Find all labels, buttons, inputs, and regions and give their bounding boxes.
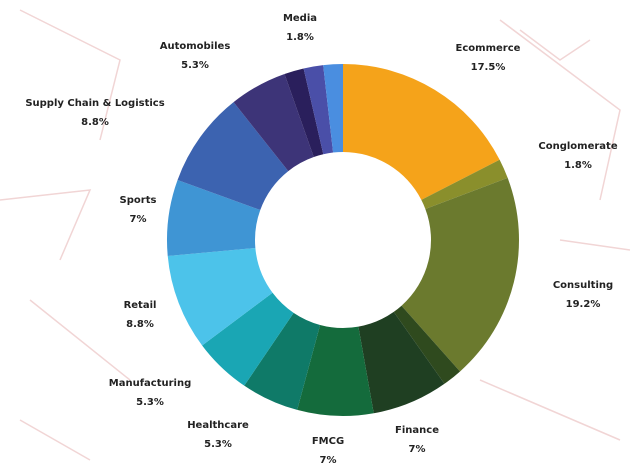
slice-value-label: 5.3% <box>136 397 164 408</box>
slice-value-label: 7% <box>320 455 337 466</box>
slice-label: Manufacturing <box>109 378 192 389</box>
slice-label: Finance <box>395 425 439 436</box>
slice-value-label: 5.3% <box>204 439 232 450</box>
slice-value-label: 1.8% <box>286 32 314 43</box>
slice-label: Consulting <box>553 280 613 291</box>
donut-slice <box>343 64 500 200</box>
slice-label: Media <box>283 13 317 24</box>
slice-value-label: 8.8% <box>126 319 154 330</box>
slice-label: FMCG <box>312 436 344 447</box>
donut-slice <box>401 177 520 372</box>
slice-label: Ecommerce <box>456 43 521 54</box>
donut-slice <box>358 311 445 414</box>
donut-slice <box>284 68 324 157</box>
slice-value-label: 7% <box>130 214 147 225</box>
slice-label: Sports <box>120 195 157 206</box>
slice-label: Retail <box>124 300 157 311</box>
slice-value-label: 7% <box>409 444 426 455</box>
donut-slice <box>202 292 294 386</box>
donut-slice <box>303 65 334 155</box>
donut-slice <box>421 159 508 209</box>
donut-slice <box>167 179 261 256</box>
slice-value-label: 19.2% <box>566 299 601 310</box>
donut-slice <box>233 73 314 172</box>
slice-value-label: 1.8% <box>564 160 592 171</box>
donut-slice <box>393 305 461 384</box>
donut-slice <box>167 247 273 346</box>
slice-label: Conglomerate <box>538 141 617 152</box>
donut-slice <box>297 324 374 416</box>
slice-label: Supply Chain & Logistics <box>25 98 164 109</box>
donut-slice <box>244 312 321 410</box>
slice-value-label: 17.5% <box>471 62 506 73</box>
slice-label: Automobiles <box>160 41 231 52</box>
slice-value-label: 5.3% <box>181 60 209 71</box>
donut-slice <box>323 64 343 153</box>
background-sketch <box>0 9 631 461</box>
donut-slice <box>177 102 289 210</box>
slice-value-label: 8.8% <box>81 117 109 128</box>
slice-label: Healthcare <box>187 420 249 431</box>
